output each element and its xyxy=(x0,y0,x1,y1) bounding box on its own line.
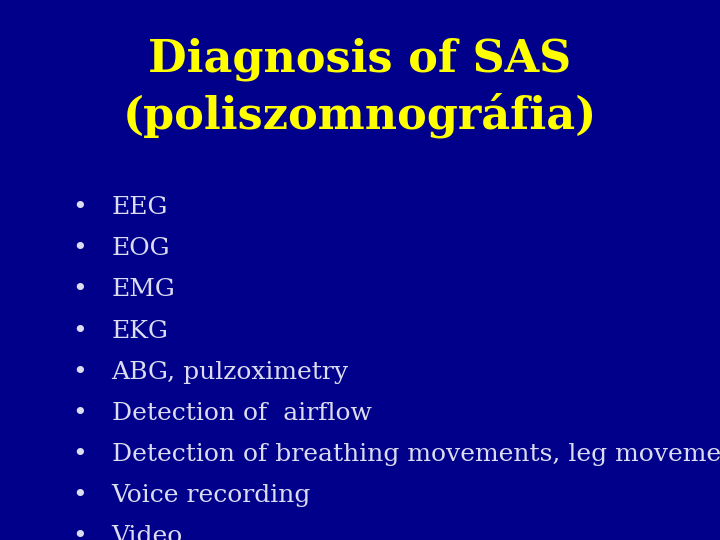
Text: EOG: EOG xyxy=(112,238,170,260)
Text: Detection of breathing movements, leg movements: Detection of breathing movements, leg mo… xyxy=(112,443,720,465)
Text: Diagnosis of SAS
(poliszomnográfia): Diagnosis of SAS (poliszomnográfia) xyxy=(123,38,597,138)
Text: •: • xyxy=(72,525,86,540)
Text: Voice recording: Voice recording xyxy=(112,484,311,507)
Text: •: • xyxy=(72,197,86,219)
Text: •: • xyxy=(72,443,86,465)
Text: EMG: EMG xyxy=(112,279,176,301)
Text: •: • xyxy=(72,361,86,383)
Text: •: • xyxy=(72,320,86,342)
Text: •: • xyxy=(72,238,86,260)
Text: Video: Video xyxy=(112,525,183,540)
Text: •: • xyxy=(72,402,86,424)
Text: EKG: EKG xyxy=(112,320,168,342)
Text: •: • xyxy=(72,279,86,301)
Text: Detection of  airflow: Detection of airflow xyxy=(112,402,372,424)
Text: EEG: EEG xyxy=(112,197,168,219)
Text: •: • xyxy=(72,484,86,507)
Text: ABG, pulzoximetry: ABG, pulzoximetry xyxy=(112,361,348,383)
